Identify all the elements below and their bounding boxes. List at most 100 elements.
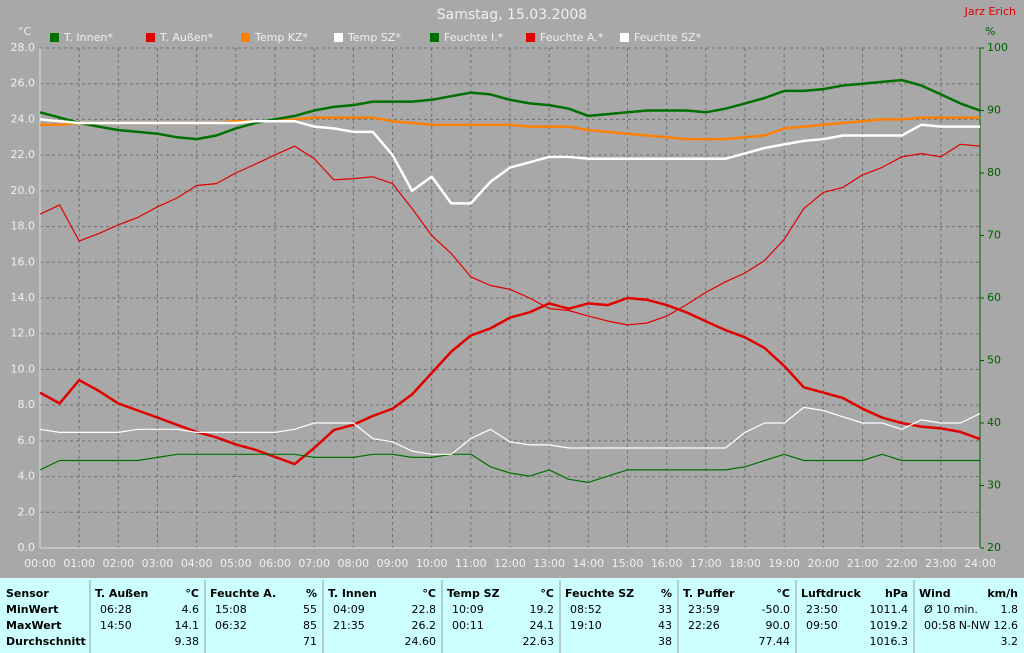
x-tick-label: 11:00: [455, 557, 487, 570]
y2-tick-label: 50: [987, 354, 1001, 367]
table-time: 06:28: [100, 603, 132, 616]
x-tick-label: 14:00: [572, 557, 604, 570]
y-tick-label: 24.0: [11, 112, 36, 125]
series-line: [39, 118, 980, 205]
table-value: -50.0: [762, 603, 790, 616]
table-unit: %: [661, 587, 672, 600]
table-value: 19.2: [530, 603, 555, 616]
legend-label: T. Außen*: [159, 31, 214, 44]
table-value: 26.2: [412, 619, 437, 632]
y-tick-label: 28.0: [11, 41, 36, 54]
x-tick-label: 20:00: [807, 557, 839, 570]
table-time: 14:50: [100, 619, 132, 632]
table-background: [0, 578, 1024, 653]
x-tick-label: 12:00: [494, 557, 526, 570]
y2-tick-label: 100: [987, 41, 1008, 54]
table-time: 15:08: [215, 603, 247, 616]
series-line: [39, 143, 981, 326]
legend-label: Temp KZ*: [254, 31, 309, 44]
y-tick-label: 8.0: [18, 398, 36, 411]
table-header: Temp SZ: [447, 587, 500, 600]
table-value: 14.1: [175, 619, 200, 632]
legend-swatch: [526, 33, 535, 42]
table-value: 9.38: [175, 635, 200, 648]
table-header: Sensor: [6, 587, 49, 600]
y-tick-label: 16.0: [11, 255, 36, 268]
legend-label: Feuchte I.*: [444, 31, 504, 44]
table-time: 21:35: [333, 619, 365, 632]
x-tick-label: 01:00: [63, 557, 95, 570]
y-tick-label: 18.0: [11, 220, 36, 233]
x-tick-label: 19:00: [768, 557, 800, 570]
author: Jarz Erich: [964, 5, 1016, 18]
table-time: 19:10: [570, 619, 602, 632]
table-time: 04:09: [333, 603, 365, 616]
x-tick-label: 04:00: [181, 557, 213, 570]
table-value: 24.60: [405, 635, 437, 648]
x-tick-label: 06:00: [259, 557, 291, 570]
legend-label: Feuchte A.*: [540, 31, 604, 44]
table-time: 00:58: [924, 619, 956, 632]
y2-axis-unit: %: [985, 25, 995, 38]
y-tick-label: 10.0: [11, 362, 36, 375]
y-axis-unit: °C: [18, 25, 32, 38]
table-header: Feuchte SZ: [565, 587, 634, 600]
table-time: 09:50: [806, 619, 838, 632]
table-unit: °C: [185, 587, 199, 600]
table-time: 23:50: [806, 603, 838, 616]
table-header: Feuchte A.: [210, 587, 276, 600]
y-tick-label: 4.0: [18, 470, 36, 483]
table-value: 38: [658, 635, 672, 648]
y2-tick-label: 20: [987, 541, 1001, 554]
table-value: 33: [658, 603, 672, 616]
table-time: Ø 10 min.: [924, 603, 978, 616]
x-tick-label: 05:00: [220, 557, 252, 570]
table-value: 4.6: [182, 603, 200, 616]
legend-swatch: [334, 33, 343, 42]
legend-swatch: [146, 33, 155, 42]
y2-tick-label: 70: [987, 229, 1001, 242]
x-tick-label: 09:00: [377, 557, 409, 570]
y2-tick-label: 80: [987, 166, 1001, 179]
y2-tick-label: 60: [987, 291, 1001, 304]
table-value: 43: [658, 619, 672, 632]
legend-label: Temp SZ*: [347, 31, 401, 44]
x-tick-label: 10:00: [416, 557, 448, 570]
table-unit: °C: [776, 587, 790, 600]
table-time: 06:32: [215, 619, 247, 632]
table-value: 22.63: [523, 635, 555, 648]
table-value: 1011.4: [870, 603, 909, 616]
x-tick-label: 21:00: [847, 557, 879, 570]
table-value: 90.0: [766, 619, 791, 632]
table-unit: hPa: [885, 587, 908, 600]
y2-tick-label: 40: [987, 416, 1001, 429]
series-line: [39, 406, 981, 455]
table-value: 1019.2: [870, 619, 909, 632]
legend-swatch: [241, 33, 250, 42]
table-unit: km/h: [987, 587, 1018, 600]
y-tick-label: 12.0: [11, 327, 36, 340]
y2-tick-label: 30: [987, 479, 1001, 492]
y-tick-label: 26.0: [11, 77, 36, 90]
legend-label: T. Innen*: [63, 31, 113, 44]
x-tick-label: 24:00: [964, 557, 996, 570]
legend-swatch: [50, 33, 59, 42]
table-row-label: MaxWert: [6, 619, 61, 632]
table-time: 10:09: [452, 603, 484, 616]
y-tick-label: 14.0: [11, 291, 36, 304]
legend-swatch: [620, 33, 629, 42]
x-tick-label: 00:00: [24, 557, 56, 570]
table-time: 23:59: [688, 603, 720, 616]
table-value: 85: [303, 619, 317, 632]
x-tick-label: 13:00: [533, 557, 565, 570]
y-tick-label: 20.0: [11, 184, 36, 197]
table-value: 22.8: [412, 603, 437, 616]
x-tick-label: 03:00: [142, 557, 174, 570]
table-header: T. Puffer: [683, 587, 735, 600]
table-value: 77.44: [759, 635, 791, 648]
chart-background: [0, 0, 1024, 578]
table-time: 22:26: [688, 619, 720, 632]
table-value: 1.8: [1001, 603, 1019, 616]
table-row-label: MinWert: [6, 603, 58, 616]
y-tick-label: 6.0: [18, 434, 36, 447]
